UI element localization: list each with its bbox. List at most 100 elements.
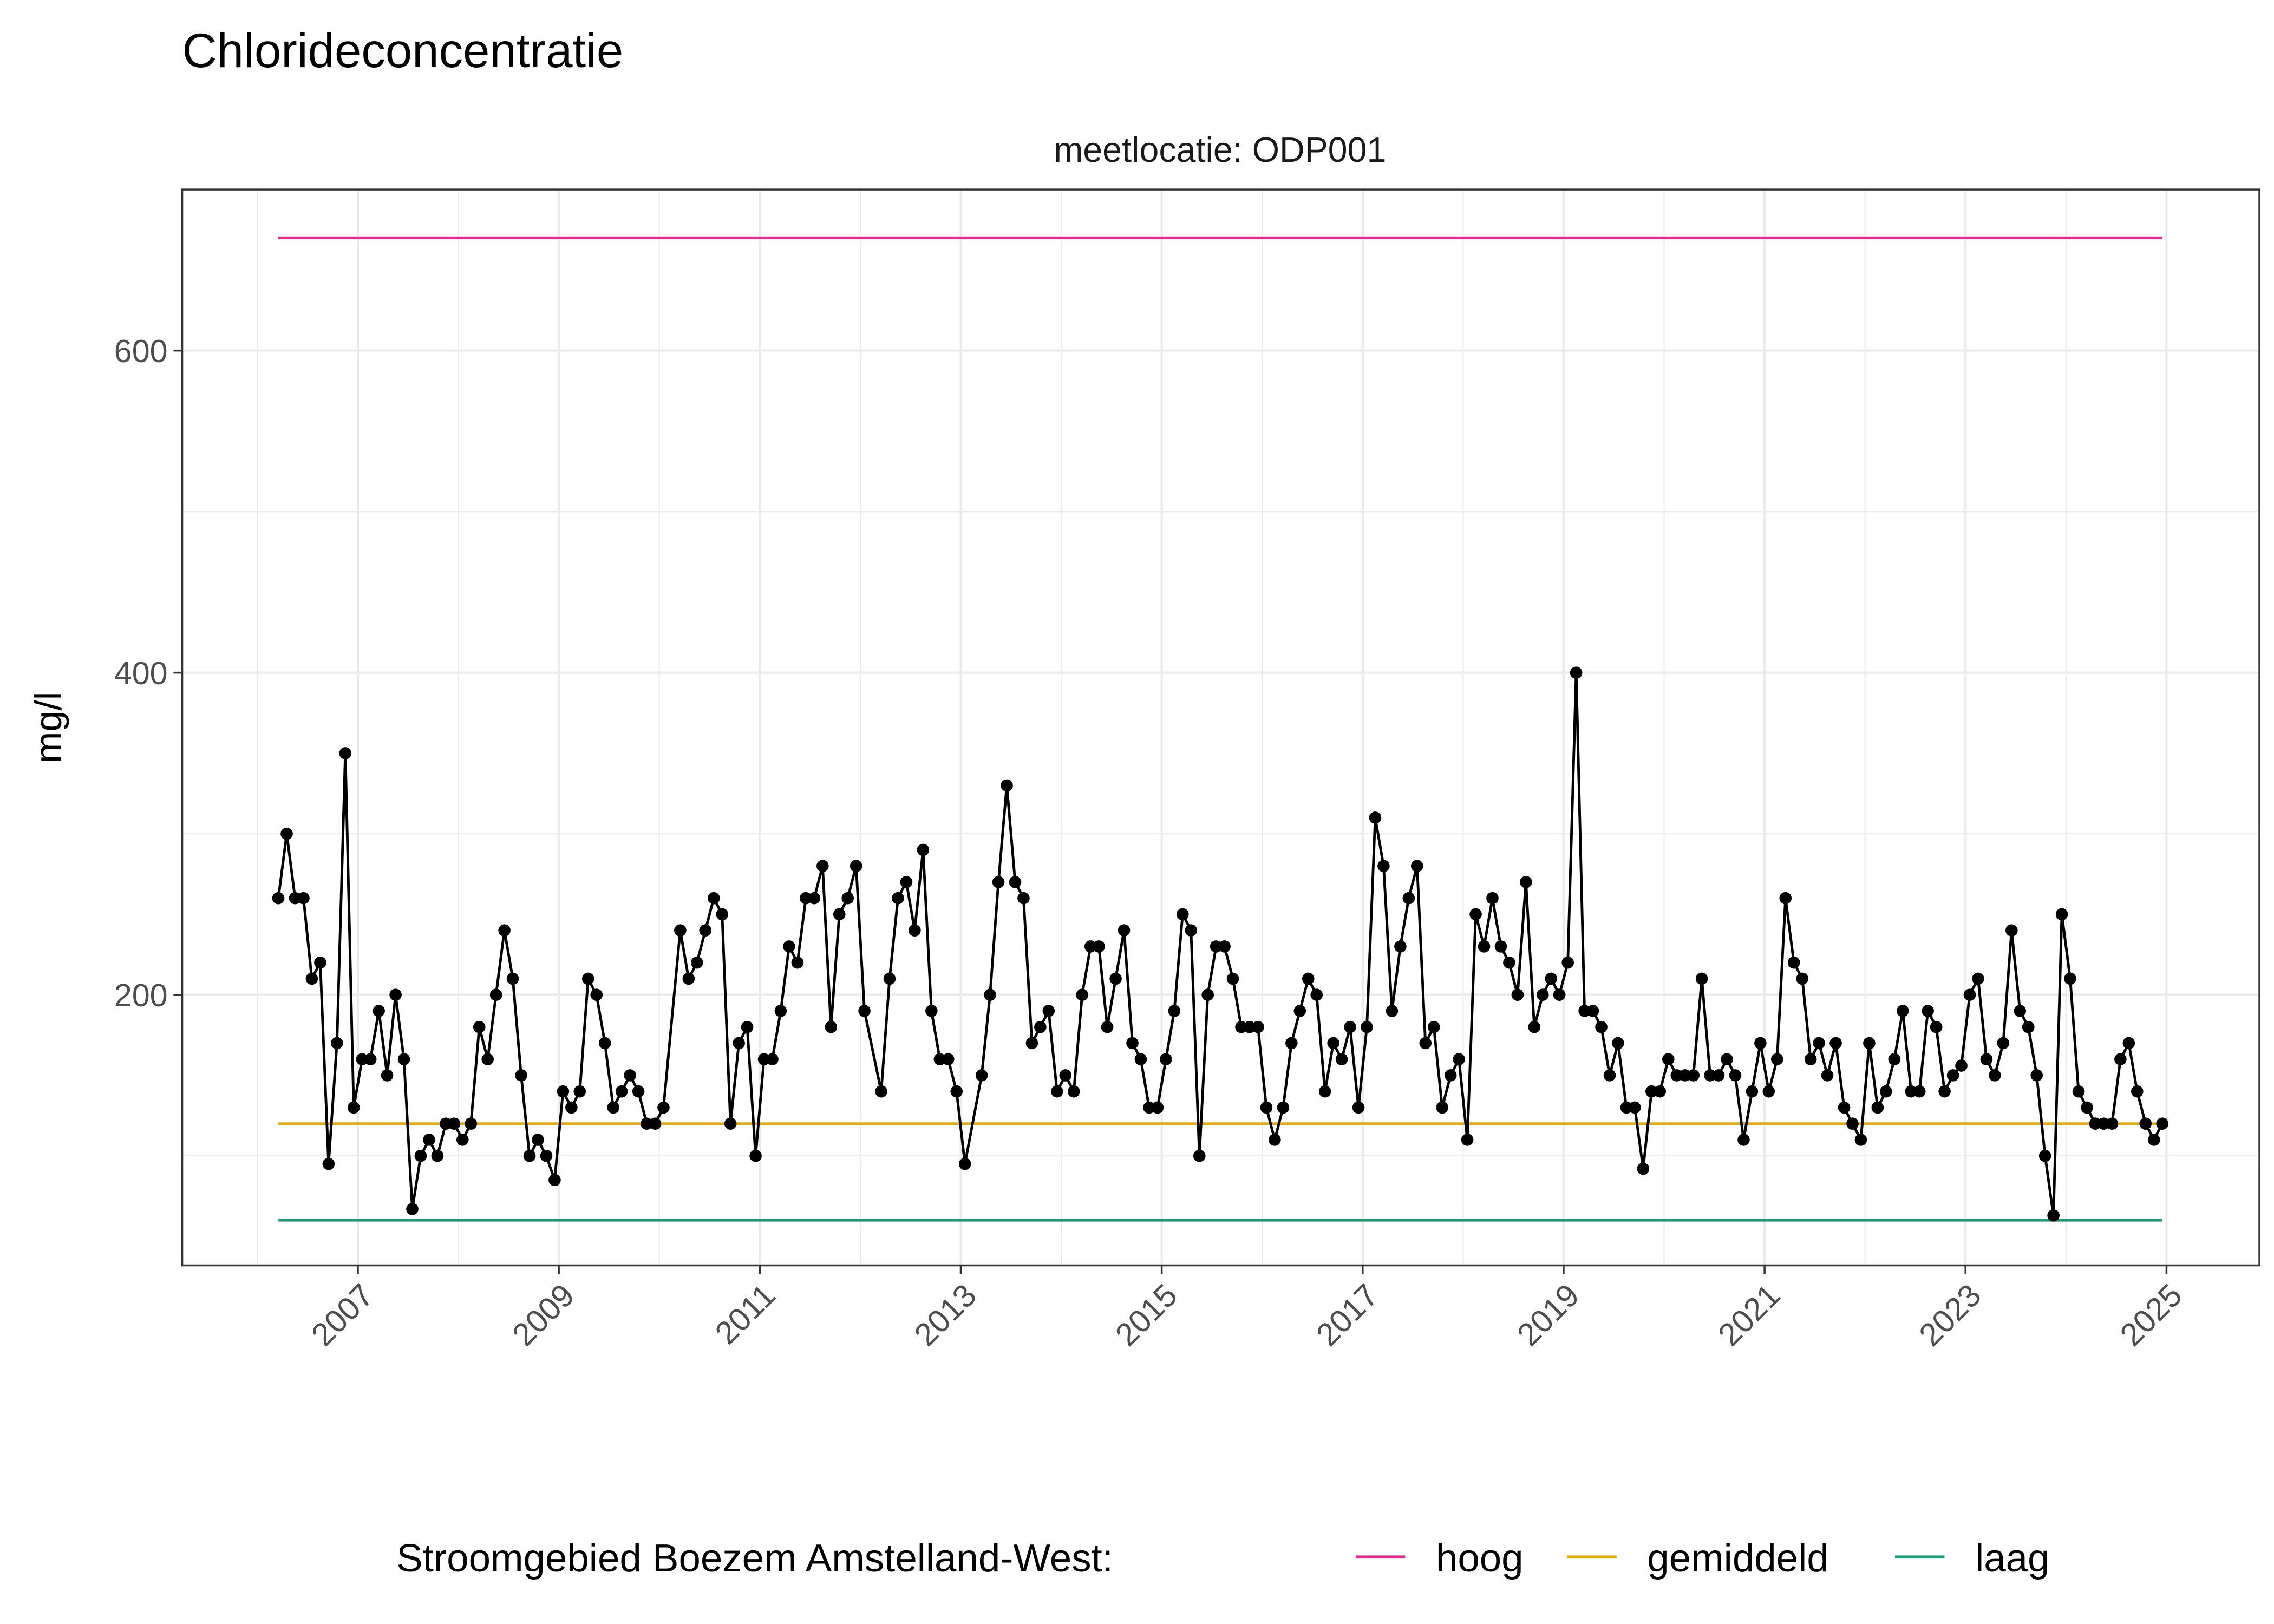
axes: 200 400 600 2007 2009 2011 2013 2015 2017 2019 202…: [114, 333, 2189, 1353]
x-tick-label: 2013: [907, 1277, 983, 1353]
data-point: [322, 1157, 335, 1170]
data-point: [506, 972, 519, 985]
data-point: [1511, 988, 1524, 1001]
data-point: [875, 1085, 887, 1098]
data-point: [1243, 1020, 1256, 1033]
legend-label-gemiddeld: gemiddeld: [1647, 1536, 1828, 1580]
data-point: [1001, 779, 1013, 792]
data-point: [1754, 1037, 1767, 1050]
data-point: [1067, 1085, 1080, 1098]
data-point: [2139, 1117, 2152, 1130]
data-point: [581, 972, 594, 985]
data-point: [1410, 860, 1423, 872]
data-point: [649, 1117, 662, 1130]
data-point: [1377, 860, 1390, 872]
data-point: [2131, 1085, 2144, 1098]
data-point: [933, 1053, 946, 1066]
data-point: [1695, 972, 1708, 985]
data-point: [1687, 1069, 1700, 1082]
data-point: [1469, 908, 1482, 921]
data-point: [557, 1085, 570, 1098]
data-point: [1670, 1069, 1683, 1082]
data-point: [757, 1053, 770, 1066]
data-point: [2055, 908, 2068, 921]
data-point: [1746, 1085, 1759, 1098]
data-point: [1394, 940, 1407, 953]
data-point: [364, 1053, 377, 1066]
data-point: [1168, 1005, 1181, 1017]
data-point: [532, 1134, 544, 1146]
data-point: [2156, 1117, 2168, 1130]
data-point: [1118, 924, 1131, 937]
data-point: [1578, 1005, 1591, 1017]
data-point: [1160, 1053, 1172, 1066]
data-point: [498, 924, 511, 937]
data-point: [2038, 1149, 2051, 1162]
data-point: [2106, 1117, 2119, 1130]
data-point: [2005, 924, 2018, 937]
y-tick-label: 600: [114, 333, 168, 369]
data-point: [1344, 1020, 1356, 1033]
data-point: [1678, 1069, 1691, 1082]
data-point: [766, 1053, 779, 1066]
data-point: [2022, 1020, 2035, 1033]
data-point: [733, 1037, 745, 1050]
data-point: [741, 1020, 754, 1033]
data-point: [632, 1085, 645, 1098]
data-point: [1645, 1085, 1658, 1098]
x-tick-label: 2015: [1108, 1277, 1185, 1353]
data-point: [1620, 1101, 1633, 1114]
data-point: [774, 1005, 787, 1017]
data-point: [1888, 1053, 1901, 1066]
data-point: [1386, 1005, 1399, 1017]
data-point: [1922, 1005, 1934, 1017]
grid: [182, 189, 2260, 1266]
data-point: [440, 1117, 452, 1130]
data-point: [297, 892, 310, 905]
x-tick-label: 2019: [1510, 1277, 1586, 1353]
data-point: [1210, 940, 1223, 953]
plot-panel-border: [181, 188, 2260, 1267]
x-tick-label: 2011: [708, 1277, 782, 1351]
data-point: [1025, 1037, 1038, 1050]
legend-label-laag: laag: [1975, 1536, 2049, 1580]
x-tick-label: 2021: [1711, 1277, 1787, 1353]
data-point: [1930, 1020, 1943, 1033]
data-point: [1787, 956, 1800, 969]
data-point: [724, 1117, 737, 1130]
data-point: [699, 924, 712, 937]
y-axis-title: mg/l: [27, 692, 69, 763]
data-point: [397, 1053, 410, 1066]
data-point: [1218, 940, 1231, 953]
data-point: [682, 972, 695, 985]
data-point: [1277, 1101, 1290, 1114]
data-point: [465, 1117, 478, 1130]
data-point: [1444, 1069, 1457, 1082]
data-point: [749, 1149, 762, 1162]
data-point: [1561, 956, 1574, 969]
data-point: [2114, 1053, 2127, 1066]
data-point: [1494, 940, 1507, 953]
data-point: [280, 827, 293, 840]
data-point: [356, 1053, 369, 1066]
data-point: [598, 1037, 611, 1050]
data-point: [1269, 1134, 1281, 1146]
data-point: [1302, 972, 1315, 985]
data-point: [1226, 972, 1239, 985]
data-point: [909, 924, 921, 937]
data-point: [1051, 1085, 1063, 1098]
data-point: [1503, 956, 1515, 969]
data-point: [1109, 972, 1122, 985]
data-point: [1042, 1005, 1055, 1017]
x-tick-label: 2023: [1912, 1277, 1988, 1353]
x-tick-label: 2017: [1309, 1277, 1386, 1353]
data-point: [2147, 1134, 2160, 1146]
data-point: [540, 1149, 553, 1162]
data-point: [691, 956, 703, 969]
data-point: [841, 892, 854, 905]
data-point: [783, 940, 795, 953]
data-point: [1838, 1101, 1851, 1114]
data-point: [707, 892, 720, 905]
data-point: [1704, 1069, 1716, 1082]
